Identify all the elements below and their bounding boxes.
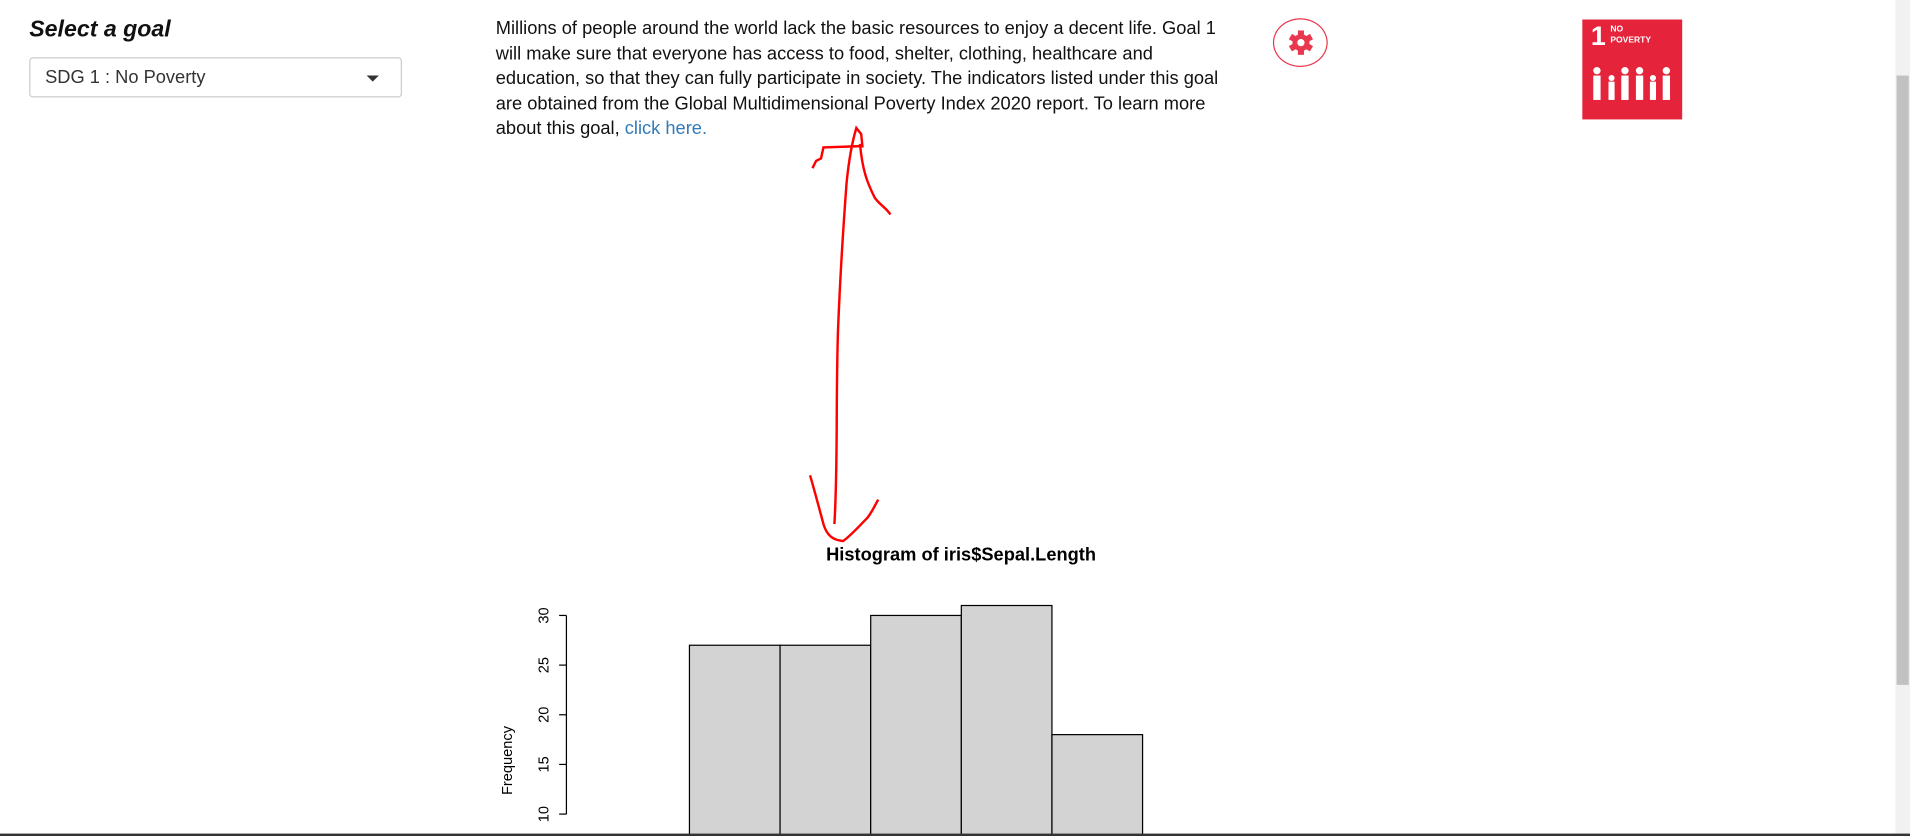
scrollbar-thumb[interactable] (1896, 75, 1909, 685)
gear-icon (1288, 30, 1314, 55)
people-icon (1593, 67, 1671, 100)
sdg-icon: 1 NO POVERTY (1582, 19, 1683, 120)
goal-select[interactable]: SDG 1 : No Poverty (29, 57, 402, 98)
sidebar-title: Select a goal (29, 17, 171, 43)
select-value: SDG 1 : No Poverty (45, 67, 206, 88)
icon-label: POVERTY (1610, 36, 1652, 46)
y-tick-label: 30 (536, 607, 552, 623)
y-tick-label: 10 (536, 806, 552, 822)
bar (870, 614, 962, 836)
icon-label: NO (1610, 25, 1624, 35)
y-tick-label: 25 (536, 657, 552, 673)
select-caret (366, 75, 379, 82)
hand-drawn-arrow (808, 125, 892, 543)
y-axis-label: Frequency (500, 725, 516, 795)
learn-more-link[interactable]: click here. (624, 118, 708, 140)
icon-number: 1 (1590, 20, 1606, 52)
chart-title: Histogram of iris$Sepal.Length (826, 544, 1096, 565)
description: Millions of people around the world lack… (496, 17, 1227, 142)
settings-button[interactable] (1272, 18, 1328, 68)
bottom-border (0, 833, 1910, 836)
bar (960, 604, 1053, 836)
bar (779, 644, 872, 836)
y-tick-label: 20 (536, 707, 552, 723)
bar (688, 644, 781, 836)
bar (1051, 734, 1144, 836)
description-text: Millions of people around the world lack… (495, 18, 1219, 140)
y-tick-label: 15 (536, 756, 552, 772)
